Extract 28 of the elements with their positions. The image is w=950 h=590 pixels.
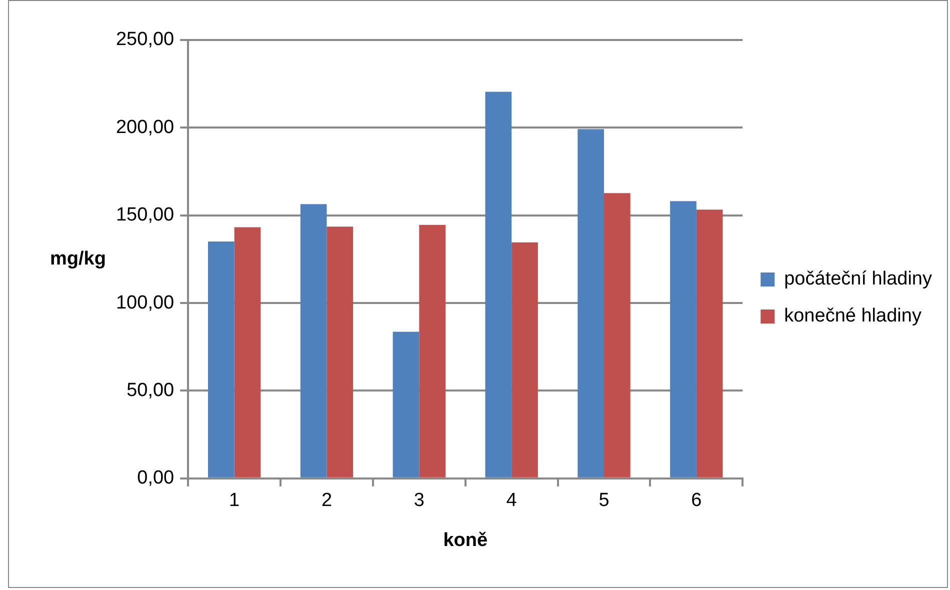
legend-label: počáteční hladiny [784, 268, 932, 290]
legend-label: konečné hladiny [784, 306, 922, 327]
bar [208, 241, 234, 478]
x-tick-label: 1 [229, 490, 240, 512]
y-tick-label: 0,00 [137, 468, 174, 489]
bar [670, 201, 696, 478]
bar [392, 332, 420, 478]
x-tick-label: 3 [414, 490, 424, 512]
bar [419, 224, 446, 478]
bar [326, 226, 354, 478]
bar [300, 204, 327, 478]
bar [578, 129, 604, 478]
x-tick-label: 2 [321, 490, 332, 512]
y-tick-label: 200,00 [116, 116, 174, 138]
x-tick-label: 5 [598, 490, 610, 512]
y-tick-label: 50,00 [126, 380, 174, 401]
x-tick-label: 6 [691, 490, 702, 512]
y-tick-label: 150,00 [116, 204, 174, 226]
y-tick-label: 100,00 [116, 292, 174, 314]
bar [696, 210, 723, 478]
bar [485, 92, 512, 478]
x-tick-label: 4 [506, 490, 518, 512]
y-axis-title: mg/kg [50, 248, 106, 270]
bar [512, 242, 538, 478]
bar [234, 227, 261, 478]
x-axis-title: koně [443, 530, 488, 551]
y-tick-label: 250,00 [116, 29, 174, 50]
bar [604, 193, 630, 478]
